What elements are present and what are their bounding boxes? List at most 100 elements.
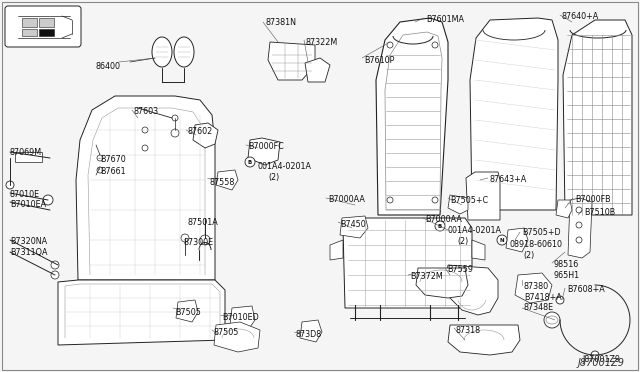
Polygon shape [58, 280, 225, 345]
Text: 87010E: 87010E [10, 190, 40, 199]
Text: 87603: 87603 [134, 107, 159, 116]
Text: B7010ED: B7010ED [222, 313, 259, 322]
Text: 98516: 98516 [554, 260, 579, 269]
Text: 87300E: 87300E [183, 238, 213, 247]
Circle shape [591, 351, 599, 359]
Polygon shape [268, 42, 315, 80]
Polygon shape [230, 306, 255, 330]
Text: 87640+A: 87640+A [562, 12, 599, 21]
Circle shape [97, 167, 103, 173]
Text: B7601MA: B7601MA [426, 15, 464, 24]
Polygon shape [330, 240, 343, 260]
Circle shape [432, 197, 438, 203]
Polygon shape [193, 123, 218, 148]
Text: (2): (2) [268, 173, 279, 182]
Circle shape [576, 222, 582, 228]
Text: 001A4-0201A: 001A4-0201A [258, 162, 312, 171]
Polygon shape [76, 96, 215, 280]
Text: (2): (2) [523, 251, 534, 260]
Circle shape [6, 181, 14, 189]
Text: B7670: B7670 [100, 155, 125, 164]
Circle shape [200, 235, 210, 245]
Circle shape [43, 195, 53, 205]
Polygon shape [216, 170, 238, 190]
Circle shape [171, 129, 179, 137]
Polygon shape [214, 322, 260, 352]
Text: 001A4-0201A: 001A4-0201A [447, 226, 501, 235]
Text: 87348E: 87348E [524, 303, 554, 312]
Text: B7661: B7661 [100, 167, 125, 176]
Text: B7608+A: B7608+A [567, 285, 605, 294]
Text: J87001Z9: J87001Z9 [582, 355, 620, 364]
Text: B7510B: B7510B [584, 208, 615, 217]
Circle shape [142, 145, 148, 151]
Text: 87643+A: 87643+A [490, 175, 527, 184]
Polygon shape [376, 18, 448, 215]
Circle shape [544, 312, 560, 328]
Text: B7559: B7559 [447, 265, 473, 274]
Polygon shape [448, 195, 468, 214]
Circle shape [245, 157, 255, 167]
Text: 87381N: 87381N [265, 18, 296, 27]
Text: 873D8: 873D8 [296, 330, 323, 339]
Bar [22, 18, 37, 27]
Text: B7000AA: B7000AA [328, 195, 365, 204]
Circle shape [97, 155, 103, 161]
Text: 965H1: 965H1 [554, 271, 580, 280]
Polygon shape [568, 198, 592, 258]
Bar [39, 29, 54, 36]
Text: B7372M: B7372M [410, 272, 443, 281]
Polygon shape [248, 138, 280, 165]
Polygon shape [176, 300, 198, 322]
Text: 87318: 87318 [456, 326, 481, 335]
Circle shape [432, 42, 438, 48]
Text: 08918-60610: 08918-60610 [510, 240, 563, 249]
Text: B7450: B7450 [340, 220, 365, 229]
Text: 87380: 87380 [524, 282, 549, 291]
Circle shape [387, 42, 393, 48]
Circle shape [51, 261, 59, 269]
Polygon shape [15, 152, 42, 162]
Text: B7418+A: B7418+A [524, 293, 562, 302]
Polygon shape [305, 58, 330, 82]
Polygon shape [472, 240, 485, 260]
Text: B7010EA: B7010EA [10, 200, 46, 209]
Bar [22, 29, 37, 36]
Polygon shape [515, 273, 552, 303]
Bar [39, 18, 54, 27]
FancyBboxPatch shape [5, 6, 81, 47]
Polygon shape [506, 228, 528, 252]
Circle shape [181, 234, 189, 242]
Text: N: N [500, 237, 504, 243]
Polygon shape [300, 320, 322, 342]
Polygon shape [343, 218, 472, 308]
Circle shape [172, 115, 178, 121]
Polygon shape [448, 325, 520, 355]
Text: B7311QA: B7311QA [10, 248, 47, 257]
Text: 86400: 86400 [96, 62, 121, 71]
Text: B7505+C: B7505+C [450, 196, 488, 205]
Text: 87322M: 87322M [306, 38, 339, 47]
Text: 87069M: 87069M [10, 148, 42, 157]
Polygon shape [340, 216, 368, 238]
Circle shape [576, 237, 582, 243]
Ellipse shape [174, 37, 194, 67]
Text: (2): (2) [457, 237, 468, 246]
Polygon shape [470, 18, 558, 210]
Polygon shape [556, 200, 572, 218]
Text: B7000AA: B7000AA [425, 215, 462, 224]
Text: B7505: B7505 [175, 308, 201, 317]
Text: B7505+D: B7505+D [522, 228, 561, 237]
Circle shape [497, 235, 507, 245]
Polygon shape [416, 268, 468, 298]
Text: 87505: 87505 [214, 328, 239, 337]
Text: 87501A: 87501A [188, 218, 219, 227]
Text: B7320NA: B7320NA [10, 237, 47, 246]
Circle shape [51, 271, 59, 279]
Circle shape [387, 197, 393, 203]
Ellipse shape [152, 37, 172, 67]
Text: B7610P: B7610P [364, 56, 394, 65]
Text: J87001Z9: J87001Z9 [578, 358, 625, 368]
Text: 87602: 87602 [188, 127, 213, 136]
Text: B7000FC: B7000FC [248, 142, 284, 151]
